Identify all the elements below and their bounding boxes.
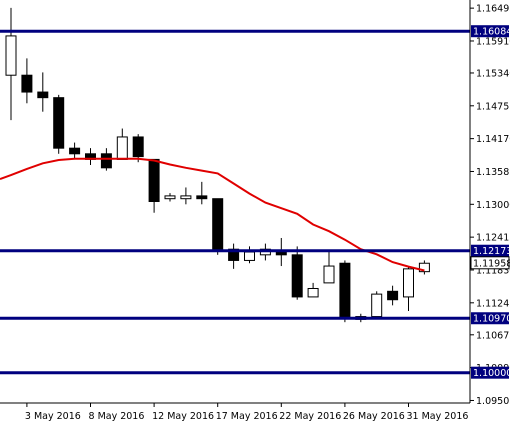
candle-body xyxy=(418,262,430,273)
candle-body xyxy=(69,147,81,155)
candle xyxy=(212,198,224,255)
candle-body xyxy=(196,195,208,200)
horizontal-line-labels: 1.16084 1.12173 1.10970 1.10000 1.11958 xyxy=(470,25,510,379)
time-tick-label: 31 May 2016 xyxy=(407,411,469,422)
horizontal-line-label-bg xyxy=(471,312,509,325)
time-tick-label: 26 May 2016 xyxy=(343,411,405,422)
horizontal-line-label-bg xyxy=(471,366,509,379)
price-tick-label: 1.11245 xyxy=(476,298,510,309)
time-tick-label: 17 May 2016 xyxy=(216,411,278,422)
candle-body xyxy=(21,74,33,93)
candle xyxy=(148,158,160,213)
candle xyxy=(291,246,303,300)
candle-body xyxy=(403,268,414,298)
candle xyxy=(69,142,81,160)
last-price-label-bg xyxy=(470,256,510,270)
price-tick-label: 1.13585 xyxy=(476,167,510,178)
candle xyxy=(164,193,176,202)
candle-body xyxy=(228,248,240,261)
price-tick-label: 1.15340 xyxy=(476,68,510,79)
horizontal-lines-layer xyxy=(0,29,470,375)
time-tick-label: 3 May 2016 xyxy=(25,411,81,422)
candle xyxy=(53,94,65,154)
price-tick-label: 1.14755 xyxy=(476,101,510,112)
candle xyxy=(323,252,335,284)
candle-body xyxy=(371,293,383,318)
candle-body xyxy=(387,290,399,301)
candle xyxy=(21,58,33,104)
price-tick-label: 1.13000 xyxy=(476,200,510,211)
candles-layer xyxy=(5,7,430,323)
candle-body xyxy=(212,198,224,250)
candle-body xyxy=(148,158,160,202)
horizontal-line-label: 1.10000 xyxy=(473,368,510,379)
candle xyxy=(307,282,319,298)
price-tick-label: 1.12415 xyxy=(476,233,510,244)
horizontal-line-label: 1.12173 xyxy=(473,246,510,257)
candle-body xyxy=(244,251,255,261)
price-tick-label: 1.11830 xyxy=(476,265,510,276)
candle-body xyxy=(116,136,128,160)
horizontal-line-label: 1.16084 xyxy=(473,27,510,38)
price-tick-label: 1.16495 xyxy=(476,4,510,15)
horizontal-line-label-bg xyxy=(471,244,509,257)
time-tick-label: 12 May 2016 xyxy=(152,411,214,422)
candle-body xyxy=(291,254,303,298)
horizontal-line-label: 1.10970 xyxy=(473,314,510,325)
time-tick-label: 8 May 2016 xyxy=(89,411,145,422)
time-tick-label: 22 May 2016 xyxy=(279,411,341,422)
moving-average-line xyxy=(0,157,425,272)
candle xyxy=(5,7,17,121)
candle-body xyxy=(323,265,335,284)
candle xyxy=(228,243,240,269)
candle xyxy=(196,181,208,205)
price-tick-label: 1.09505 xyxy=(476,396,510,407)
candle xyxy=(371,291,383,320)
candle-body xyxy=(307,287,319,298)
candle-body xyxy=(339,262,351,318)
horizontal-line-label-bg xyxy=(471,25,509,38)
candle-body xyxy=(5,35,17,76)
price-tick-label: 1.15910 xyxy=(476,36,510,47)
price-tick-label: 1.14170 xyxy=(476,134,510,145)
last-price-label: 1.11958 xyxy=(473,258,510,269)
candle xyxy=(339,260,351,323)
candle xyxy=(403,266,414,311)
price-tick-label: 1.10675 xyxy=(476,330,510,341)
candle xyxy=(387,285,399,306)
candle-body xyxy=(37,91,49,99)
candle-body xyxy=(53,97,65,149)
candle xyxy=(37,72,49,112)
time-axis: 3 May 2016 8 May 2016 12 May 2016 17 May 20… xyxy=(25,403,469,422)
candle-body xyxy=(132,136,144,158)
candle-body xyxy=(180,195,192,200)
candle-body xyxy=(164,195,176,200)
candle xyxy=(418,260,430,275)
candle xyxy=(180,187,192,205)
candle-body xyxy=(100,153,112,169)
candle-body xyxy=(275,251,287,256)
candle xyxy=(132,134,144,163)
